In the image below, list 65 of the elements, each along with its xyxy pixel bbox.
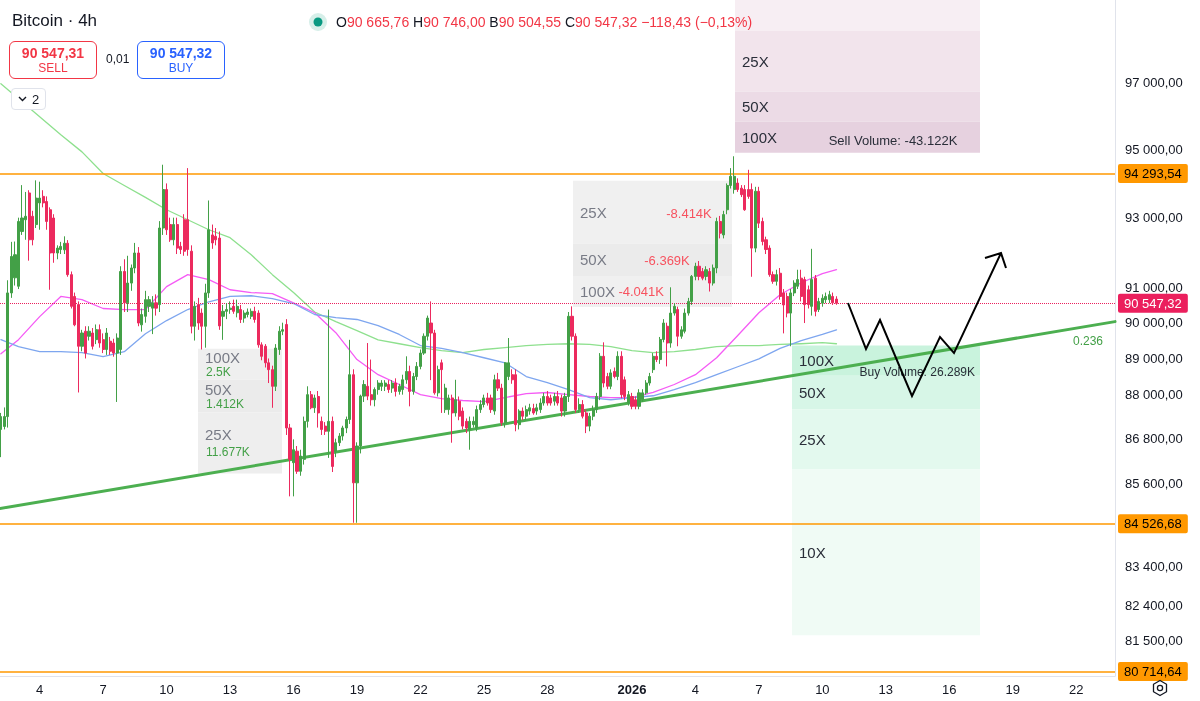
x-tick-label: 19 xyxy=(1005,682,1020,697)
x-tick-label: 2026 xyxy=(617,682,647,697)
x-tick-label: 10 xyxy=(159,682,174,697)
toggle-button: 2 xyxy=(11,88,46,110)
y-tick-label: 85 600,00 xyxy=(1125,475,1183,491)
annotation: 0.236 xyxy=(1072,334,1104,348)
y-tick-label: 91 000,00 xyxy=(1125,279,1183,295)
x-tick-label: 22 xyxy=(1068,682,1084,697)
band-label: 50X xyxy=(742,98,769,116)
y-tick-label: 83 400,00 xyxy=(1125,559,1183,575)
annotation: 2 xyxy=(31,91,40,107)
x-tick-label: 7 xyxy=(755,682,763,697)
band-label: 50X xyxy=(580,251,607,269)
annotation: 90 547,31 xyxy=(20,45,86,61)
x-tick-label: 28 xyxy=(540,682,555,697)
annotation: -4.041K xyxy=(618,283,665,299)
ref-line-label: 94 293,54 xyxy=(1124,165,1182,181)
band-label: 25X xyxy=(580,203,607,221)
y-tick-label: 82 400,00 xyxy=(1125,597,1183,613)
x-tick-label: 16 xyxy=(286,682,301,697)
text: Bitcoin · 4h xyxy=(12,11,98,31)
x-tick-label: 4 xyxy=(691,682,700,697)
x-tick-label: 10 xyxy=(815,682,830,697)
text: O90 665,76 H90 746,00 B90 504,55 C90 547,32 −118,43 (−0,13%) xyxy=(336,14,753,30)
x-tick-label: 16 xyxy=(942,682,957,697)
band-label: 25X xyxy=(799,431,826,449)
ref-line-label: 80 714,64 xyxy=(1124,663,1182,679)
band-label: 100X xyxy=(799,352,835,370)
annotation: 0,01 xyxy=(106,52,130,66)
x-tick-label: 22 xyxy=(413,682,428,697)
y-tick-label: 90 000,00 xyxy=(1125,315,1183,331)
x-tick-label: 19 xyxy=(349,682,365,697)
x-tick-label: 7 xyxy=(99,682,107,697)
y-tick-label: 81 500,00 xyxy=(1125,632,1183,648)
band-label: 10X xyxy=(799,543,826,561)
x-tick-label: 25 xyxy=(476,682,492,697)
band-label: 25X xyxy=(742,52,769,70)
band-label: 50X xyxy=(799,384,826,402)
band-label: 25X xyxy=(205,425,232,443)
y-tick-label: 88 000,00 xyxy=(1125,387,1183,403)
x-tick-label: 13 xyxy=(878,682,894,697)
y-tick-label: 93 000,00 xyxy=(1125,210,1183,226)
y-tick-label: 97 000,00 xyxy=(1125,75,1183,91)
annotation: 90 547,32 xyxy=(148,45,214,61)
band-label: 100X xyxy=(205,348,241,366)
annotation: -8.414K xyxy=(666,205,713,221)
annotation: Sell Volume: -43.122K xyxy=(828,132,958,148)
annotation: SELL xyxy=(37,61,69,76)
ref-line-label: 90 547,32 xyxy=(1124,295,1182,311)
annotation: BUY xyxy=(167,61,195,76)
x-tick-label: 13 xyxy=(222,682,238,697)
ref-line-label: 84 526,68 xyxy=(1124,516,1182,532)
band-label: 100X xyxy=(580,283,616,301)
y-tick-label: 95 000,00 xyxy=(1125,142,1183,158)
band-label: 100X xyxy=(742,128,778,146)
buy-button: 90 547,32 BUY xyxy=(137,41,225,79)
y-tick-label: 86 800,00 xyxy=(1125,431,1183,447)
annotation: 11.677K xyxy=(206,445,250,459)
band-label: 50X xyxy=(205,380,232,398)
annotation: 2.5K xyxy=(206,365,231,379)
sell-button: 90 547,31 SELL xyxy=(9,41,97,79)
y-tick-label: 89 000,00 xyxy=(1125,350,1183,366)
x-tick-label: 4 xyxy=(36,682,44,697)
annotation: -6.369K xyxy=(644,252,691,268)
annotation: 1.412K xyxy=(206,397,245,411)
